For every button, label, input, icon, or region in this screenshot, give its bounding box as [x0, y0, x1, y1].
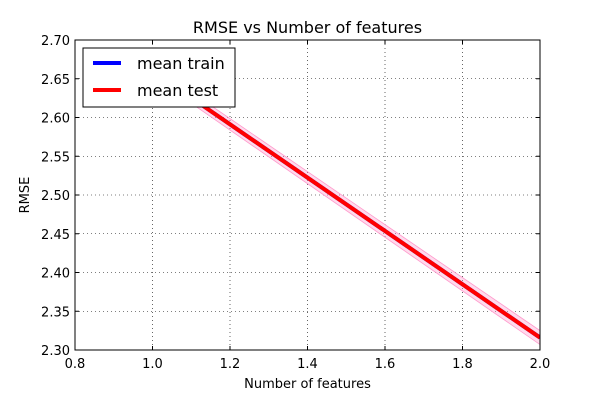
y-tick-label: 2.60 [41, 112, 70, 127]
legend-label: mean test [137, 81, 218, 100]
y-tick-label: 2.40 [41, 267, 70, 282]
x-tick-label: 0.8 [65, 357, 86, 372]
y-tick-label: 2.65 [41, 73, 70, 88]
x-tick-label: 1.6 [375, 357, 396, 372]
x-axis-label: Number of features [244, 377, 371, 392]
legend-label: mean train [137, 54, 225, 73]
x-tick-label: 2.0 [530, 357, 551, 372]
y-axis-label: RMSE [18, 177, 33, 214]
y-tick-label: 2.55 [41, 150, 70, 165]
axis-ticks: 0.8 1.0 1.2 1.4 1.6 1.8 2.0 2.30 2.35 2.40 2.45 2.5… [41, 34, 550, 372]
legend: mean train mean test [82, 47, 236, 108]
legend-box [82, 47, 236, 108]
y-tick-label: 2.30 [41, 344, 70, 359]
y-tick-label: 2.45 [41, 228, 70, 243]
y-tick-label: 2.70 [41, 34, 70, 49]
chart-title: RMSE vs Number of features [193, 18, 422, 37]
x-tick-label: 1.8 [452, 357, 473, 372]
y-tick-label: 2.35 [41, 305, 70, 320]
series-lines [151, 69, 540, 340]
series-line [151, 69, 540, 340]
y-tick-label: 2.50 [41, 189, 70, 204]
x-tick-label: 1.2 [220, 357, 241, 372]
x-tick-label: 1.0 [142, 357, 163, 372]
x-tick-label: 1.4 [297, 357, 318, 372]
